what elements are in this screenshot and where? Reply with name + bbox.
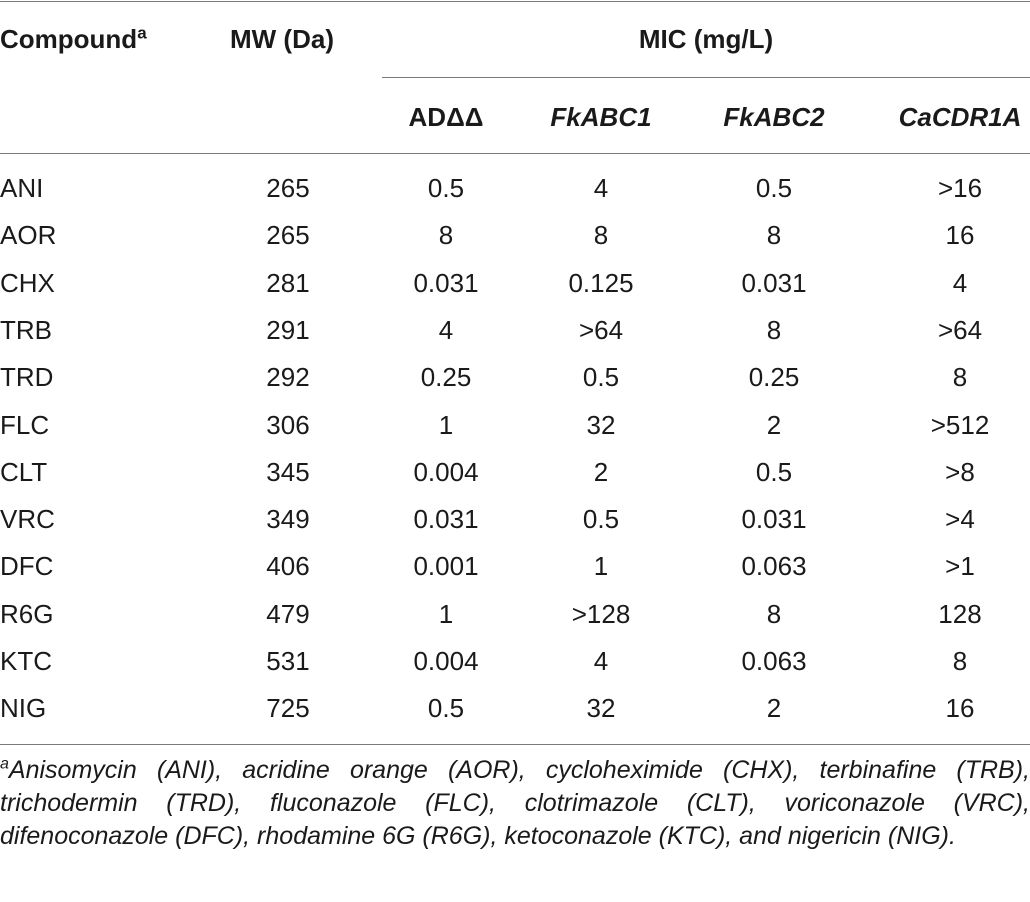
cell-cacdr1a: 4 <box>952 268 968 298</box>
cell-mw: 281 <box>266 268 310 298</box>
header-rule <box>0 153 1030 154</box>
cell-cacdr1a: >16 <box>937 173 983 203</box>
cell-compound: AOR <box>0 220 57 250</box>
cell-compound: CHX <box>0 268 55 298</box>
cell-fkabc2: 2 <box>766 693 782 723</box>
cell-fkabc1: 32 <box>586 410 616 440</box>
header-mw: MW (Da) <box>230 24 334 54</box>
cell-compound: CLT <box>0 457 48 487</box>
cell-addd: 1 <box>438 599 454 629</box>
cell-fkabc2: 0.031 <box>741 268 807 298</box>
header-compound-sup: a <box>137 23 147 43</box>
cell-fkabc2: 0.5 <box>755 173 793 203</box>
cell-addd: 0.5 <box>427 173 465 203</box>
cell-fkabc1: 0.5 <box>582 504 620 534</box>
cell-addd: 0.004 <box>413 646 479 676</box>
cell-fkabc1: 2 <box>593 457 609 487</box>
cell-cacdr1a: 16 <box>945 220 975 250</box>
cell-mw: 292 <box>266 362 310 392</box>
cell-fkabc1: 1 <box>593 551 609 581</box>
cell-cacdr1a: >64 <box>937 315 983 345</box>
cell-cacdr1a: >4 <box>945 504 975 534</box>
cell-cacdr1a: >512 <box>930 410 990 440</box>
cell-mw: 531 <box>266 646 310 676</box>
cell-addd: 0.004 <box>413 457 479 487</box>
header-mic: MIC (mg/L) <box>638 24 774 54</box>
cell-compound: R6G <box>0 599 54 629</box>
cell-addd: 0.5 <box>427 693 465 723</box>
top-rule <box>0 1 1030 2</box>
cell-mw: 349 <box>266 504 310 534</box>
header-strain-fkabc1: FkABC1 <box>550 102 652 132</box>
cell-cacdr1a: >8 <box>945 457 975 487</box>
cell-mw: 479 <box>266 599 310 629</box>
cell-compound: VRC <box>0 504 55 534</box>
cell-addd: 0.001 <box>413 551 479 581</box>
header-compound-label: Compound <box>0 24 138 54</box>
cell-addd: 1 <box>438 410 454 440</box>
cell-mw: 265 <box>266 173 310 203</box>
cell-cacdr1a: 8 <box>952 362 968 392</box>
footnote-text: Anisomycin (ANI), acridine orange (AOR),… <box>0 756 1030 850</box>
cell-addd: 0.031 <box>413 268 479 298</box>
cell-fkabc2: 0.5 <box>755 457 793 487</box>
cell-compound: TRD <box>0 362 54 392</box>
cell-mw: 406 <box>266 551 310 581</box>
cell-fkabc2: 0.063 <box>741 551 807 581</box>
cell-mw: 725 <box>266 693 310 723</box>
cell-fkabc2: 0.031 <box>741 504 807 534</box>
cell-fkabc1: 0.125 <box>568 268 634 298</box>
cell-cacdr1a: >1 <box>945 551 975 581</box>
cell-fkabc2: 0.25 <box>748 362 800 392</box>
cell-addd: 8 <box>438 220 454 250</box>
cell-compound: TRB <box>0 315 52 345</box>
cell-compound: KTC <box>0 646 52 676</box>
cell-fkabc2: 8 <box>766 220 782 250</box>
header-strain-addd: ADΔΔ <box>408 102 484 132</box>
cell-cacdr1a: 16 <box>945 693 975 723</box>
cell-mw: 265 <box>266 220 310 250</box>
cell-fkabc1: 4 <box>593 173 609 203</box>
cell-fkabc1: 0.5 <box>582 362 620 392</box>
cell-fkabc2: 0.063 <box>741 646 807 676</box>
cell-compound: NIG <box>0 693 47 723</box>
cell-compound: ANI <box>0 173 44 203</box>
table-footnote: aAnisomycin (ANI), acridine orange (AOR)… <box>0 754 1030 853</box>
cell-fkabc1: 4 <box>593 646 609 676</box>
cell-fkabc1: >64 <box>578 315 624 345</box>
footnote-marker: a <box>0 755 9 773</box>
cell-fkabc2: 8 <box>766 315 782 345</box>
cell-cacdr1a: 8 <box>952 646 968 676</box>
bottom-rule <box>0 744 1030 745</box>
cell-cacdr1a: 128 <box>938 599 982 629</box>
header-strain-fkabc2: FkABC2 <box>723 102 825 132</box>
header-strain-cacdr1a: CaCDR1A <box>898 102 1022 132</box>
cell-fkabc1: 32 <box>586 693 616 723</box>
cell-mw: 291 <box>266 315 310 345</box>
cell-fkabc2: 8 <box>766 599 782 629</box>
cell-fkabc2: 2 <box>766 410 782 440</box>
cell-mw: 306 <box>266 410 310 440</box>
header-compound: Compounda <box>0 24 147 54</box>
cell-mw: 345 <box>266 457 310 487</box>
mic-rule <box>382 77 1030 78</box>
cell-fkabc1: >128 <box>571 599 631 629</box>
cell-compound: DFC <box>0 551 54 581</box>
cell-addd: 4 <box>438 315 454 345</box>
cell-addd: 0.25 <box>420 362 472 392</box>
cell-addd: 0.031 <box>413 504 479 534</box>
cell-fkabc1: 8 <box>593 220 609 250</box>
cell-compound: FLC <box>0 410 50 440</box>
